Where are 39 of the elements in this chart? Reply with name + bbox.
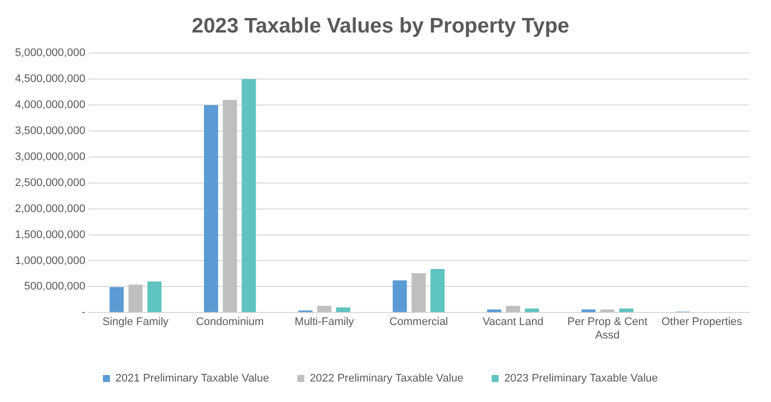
x-tick-label: Other Properties: [661, 316, 743, 328]
y-tick-label: 1,000,000,000: [14, 254, 86, 267]
bar: [619, 308, 634, 312]
bar: [524, 308, 540, 312]
bar: [392, 280, 407, 312]
bar: [600, 309, 615, 312]
legend-label: 2021 Preliminary Taxable Value: [115, 372, 270, 385]
y-tick-label: 1,500,000,000: [14, 228, 86, 241]
y-tick-label: 3,500,000,000: [14, 125, 86, 138]
y-tick-label: 4,000,000,000: [14, 99, 86, 112]
y-tick-label: 3,000,000,000: [14, 150, 86, 163]
x-tick-label: Per Prop & Cent Assd: [567, 316, 648, 342]
y-tick-label: 4,500,000,000: [14, 73, 86, 86]
legend-label: 2022 Preliminary Taxable Value: [310, 372, 464, 385]
y-tick-label: 2,000,000,000: [14, 202, 86, 215]
bar: [317, 306, 332, 312]
chart-title: 2023 Taxable Values by Property Type: [192, 14, 570, 38]
x-tick-label: Condominium: [196, 316, 264, 328]
bar: [412, 273, 426, 312]
bar: [336, 307, 350, 312]
x-tick-label: Multi-Family: [294, 316, 354, 328]
y-tick-label: -: [82, 306, 86, 319]
y-tick-label: 500,000,000: [24, 280, 86, 293]
bar: [204, 105, 218, 312]
bar: [581, 309, 596, 312]
bar: [128, 284, 143, 312]
y-tick-label: 5,000,000,000: [14, 47, 86, 60]
y-tick-label: 2,500,000,000: [14, 176, 86, 189]
x-tick-label: Vacant Land: [482, 316, 544, 328]
x-tick-label: Single Family: [102, 316, 170, 328]
bar: [110, 287, 124, 312]
bar: [222, 100, 237, 312]
bar: [147, 281, 162, 312]
legend-label: 2023 Preliminary Taxable Value: [504, 372, 658, 385]
bar: [506, 306, 520, 312]
bar: [242, 79, 256, 312]
bar: [487, 309, 502, 312]
x-tick-label: Commercial: [389, 316, 448, 328]
bar: [430, 269, 445, 312]
